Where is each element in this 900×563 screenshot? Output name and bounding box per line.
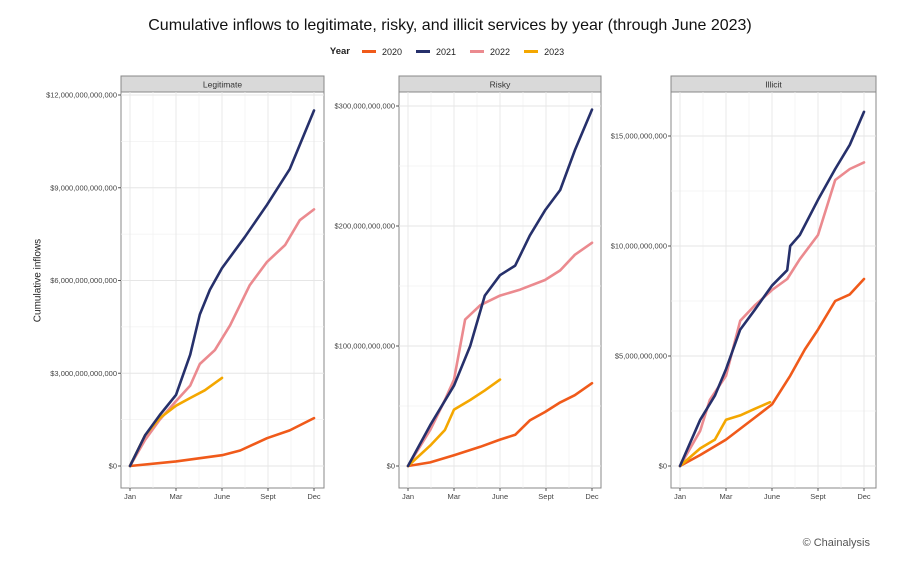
legend: Year 2020 2021 2022 2023 xyxy=(0,46,900,57)
x-tick-label: Mar xyxy=(448,492,461,501)
x-tick-label: Jan xyxy=(402,492,414,501)
series-line-2023 xyxy=(678,400,772,468)
panel-illicit: Illicit Jan Mar June Sept Dec $0 $5,000,000,000… xyxy=(611,75,877,501)
panel-strip xyxy=(670,75,877,93)
panel-title: Illicit xyxy=(765,80,782,90)
panel-risky: Risky Jan Mar June Sept Dec $0 $100,000,000,000… xyxy=(335,75,602,501)
series-line-2023 xyxy=(406,378,502,468)
legend-item-2023: 2023 xyxy=(524,47,564,57)
x-tick-label: Jan xyxy=(674,492,686,501)
x-tick-label: Dec xyxy=(307,492,321,501)
legend-label: 2022 xyxy=(490,46,511,57)
y-tick-label: $5,000,000,000 xyxy=(615,352,667,361)
series-line-2021 xyxy=(678,110,866,468)
series-line-2021 xyxy=(406,108,594,468)
x-tick-label: Mar xyxy=(170,492,183,501)
x-tick-label: Sept xyxy=(260,492,276,501)
panel-title: Risky xyxy=(490,80,512,90)
y-tick-label: $10,000,000,000 xyxy=(611,242,667,251)
y-tick-label: $0 xyxy=(387,462,395,471)
y-tick-label: $200,000,000,000 xyxy=(335,222,395,231)
x-tick-label: Sept xyxy=(810,492,826,501)
y-tick-label: $6,000,000,000,000 xyxy=(50,276,117,285)
y-tick-label: $300,000,000,000 xyxy=(335,102,395,111)
series-line-2021 xyxy=(128,109,316,468)
legend-swatch xyxy=(524,50,539,53)
series-line-2020 xyxy=(406,381,594,468)
x-tick-label: Dec xyxy=(857,492,871,501)
legend-item-2020: 2020 xyxy=(361,46,402,57)
y-tick-label: $100,000,000,000 xyxy=(335,342,395,351)
series-line-2020 xyxy=(128,416,316,468)
y-tick-label: $3,000,000,000,000 xyxy=(50,369,117,378)
series-line-2022 xyxy=(678,161,866,468)
chart-title: Cumulative inflows to legitimate, risky,… xyxy=(148,17,752,34)
y-tick-label: $0 xyxy=(109,462,117,471)
legend-label: 2021 xyxy=(436,46,457,57)
y-tick-label: $9,000,000,000,000 xyxy=(50,183,117,192)
legend-item-2022: 2022 xyxy=(470,47,510,57)
y-tick-label: $0 xyxy=(659,462,667,471)
series-line-2020 xyxy=(678,277,866,468)
panel-legitimate: Legitimate Jan Mar June Sept Dec $0 $3,000,000,… xyxy=(46,75,325,501)
y-tick-label: $15,000,000,000 xyxy=(611,132,667,141)
x-tick-label: Dec xyxy=(585,492,599,501)
y-tick-label: $12,000,000,000,000 xyxy=(46,91,117,100)
x-tick-label: Sept xyxy=(538,492,554,501)
x-tick-label: Mar xyxy=(720,492,733,501)
legend-swatch xyxy=(470,50,485,53)
legend-label: 2020 xyxy=(381,46,402,57)
legend-item-2021: 2021 xyxy=(416,47,456,57)
credit: © Chainalysis xyxy=(802,537,870,549)
x-tick-label: June xyxy=(764,492,780,501)
legend-title: Year xyxy=(329,46,350,57)
x-tick-label: June xyxy=(214,492,230,501)
x-tick-label: June xyxy=(492,492,508,501)
x-tick-label: Jan xyxy=(124,492,136,501)
panel-title: Legitimate xyxy=(203,80,242,90)
legend-swatch xyxy=(361,50,376,53)
panel-strip xyxy=(120,75,325,93)
legend-swatch xyxy=(416,50,430,53)
legend-label: 2023 xyxy=(544,46,565,57)
